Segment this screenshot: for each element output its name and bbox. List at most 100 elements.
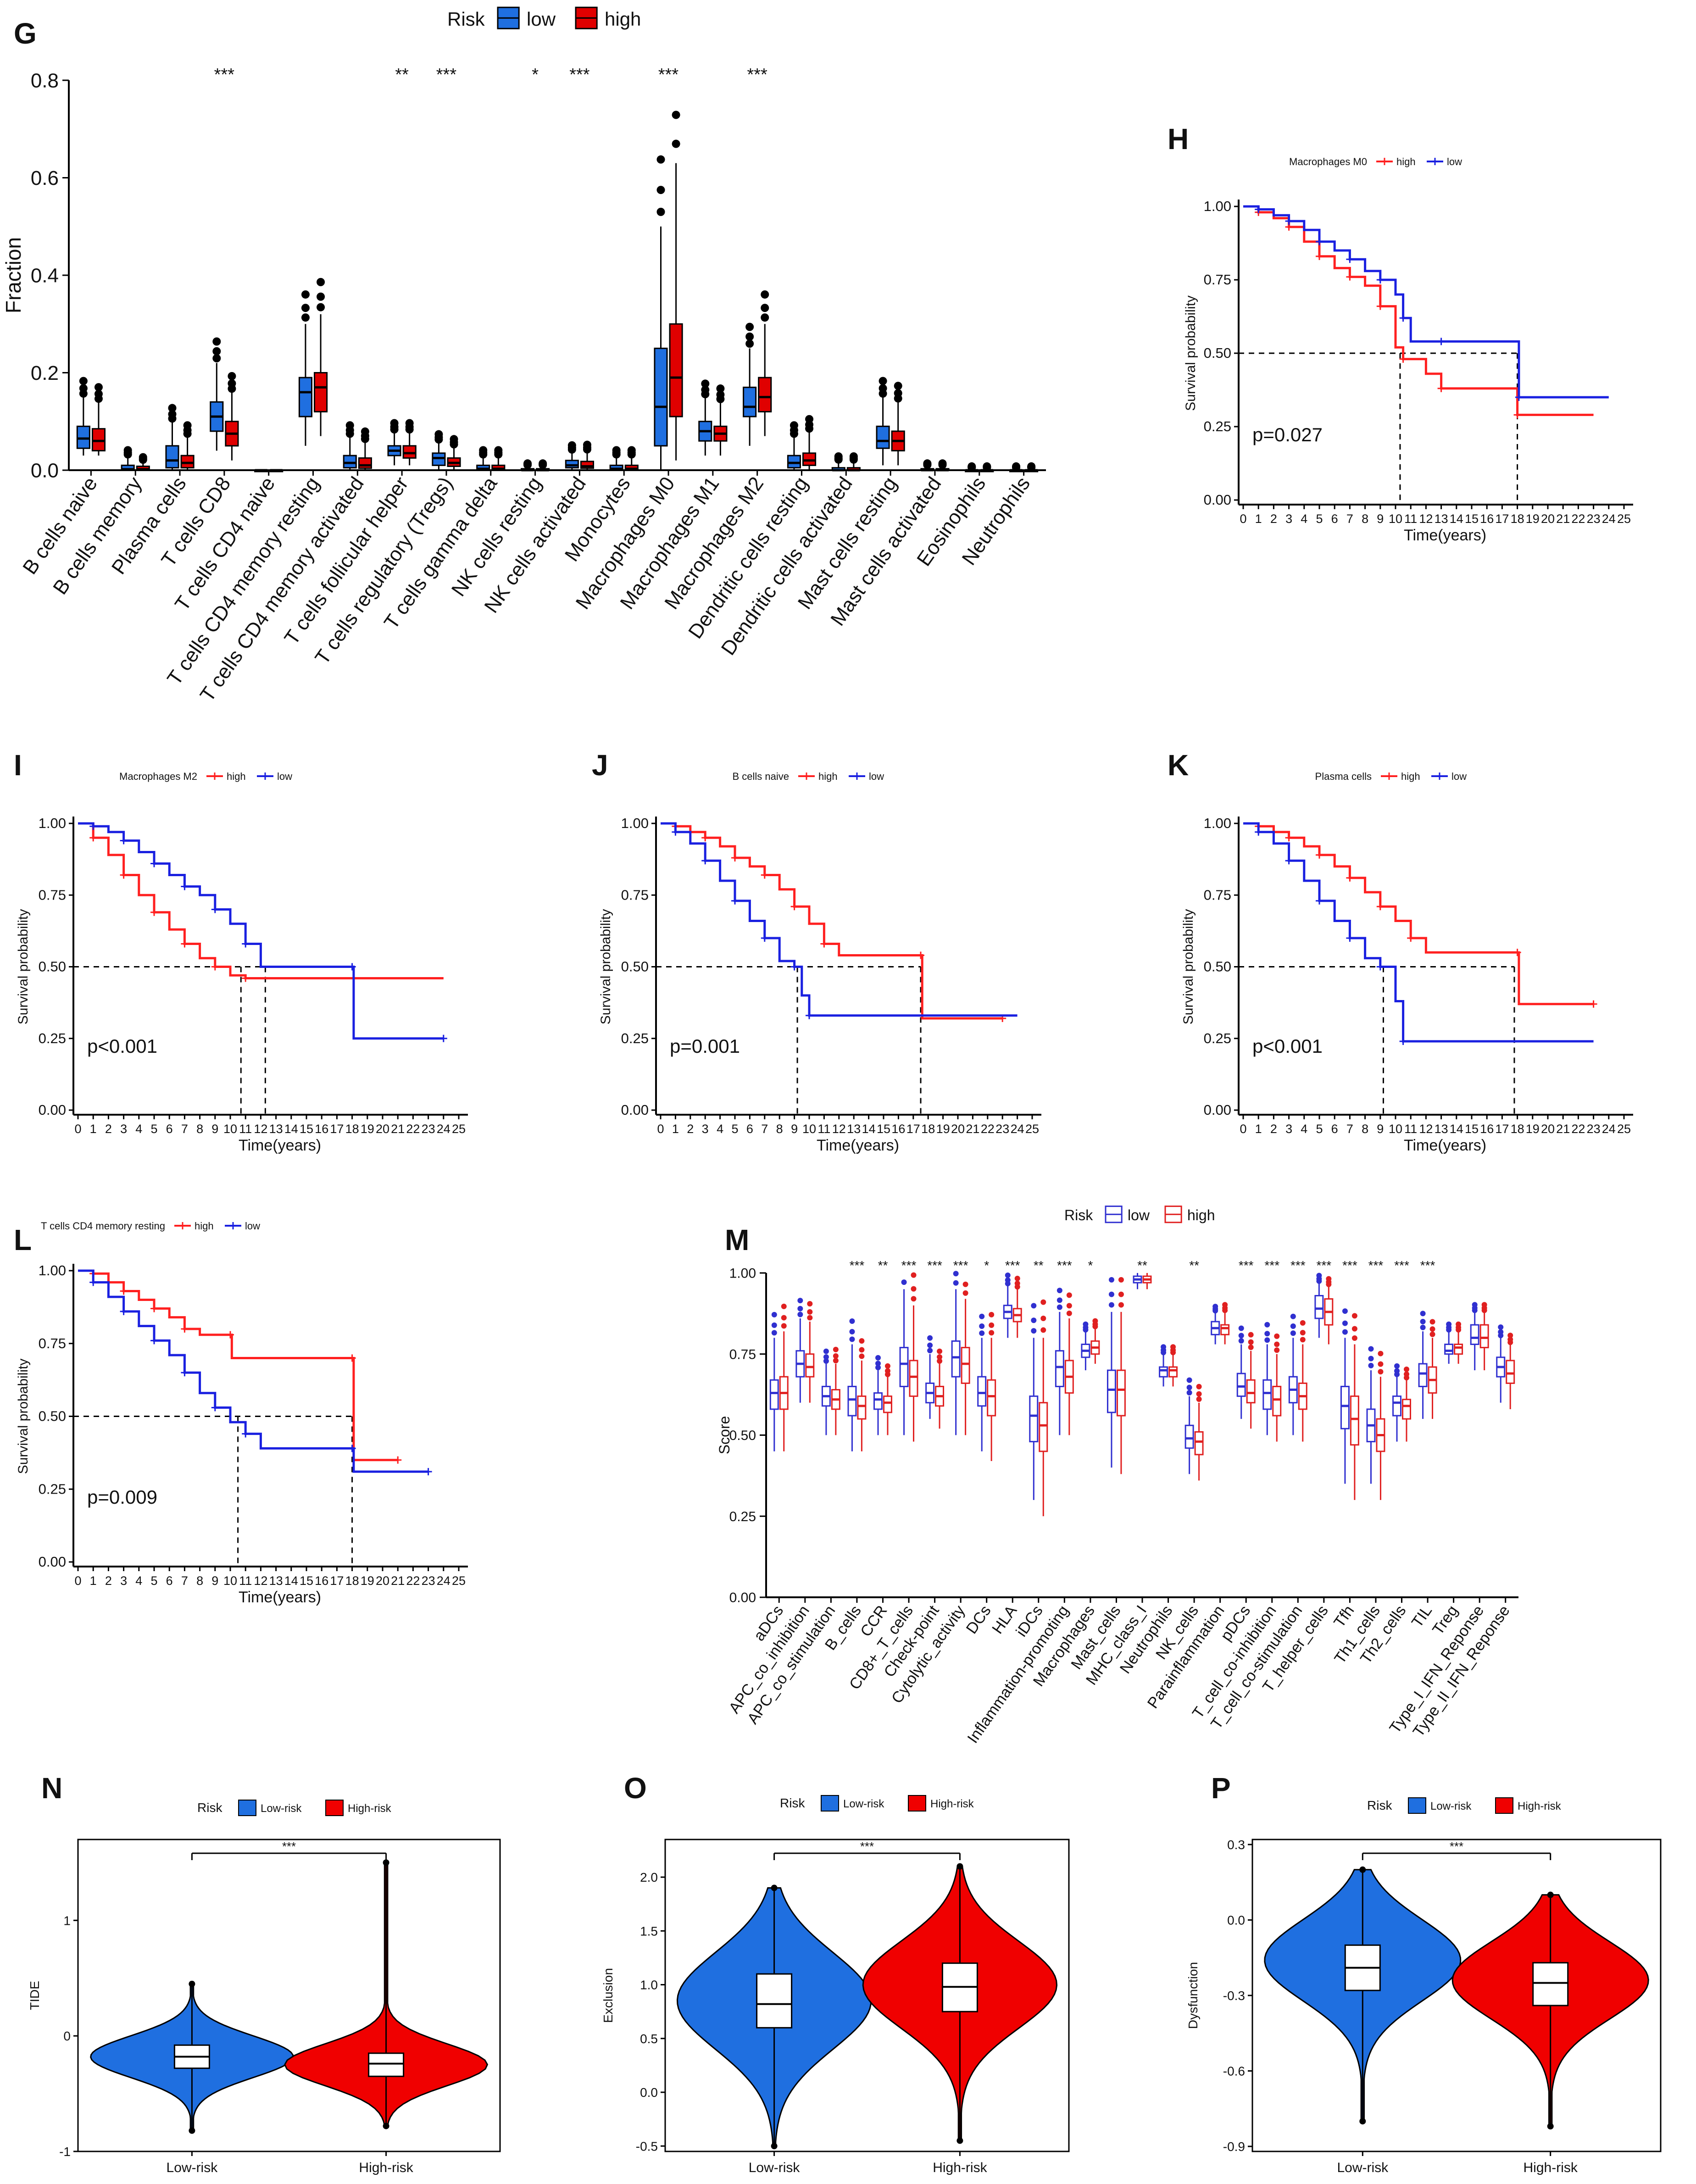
M-outlier-low (927, 1342, 933, 1348)
M-outlier-low (1290, 1330, 1296, 1336)
H-y-axis-title: Survival probability (1183, 295, 1198, 411)
G-box-high (314, 372, 328, 412)
M-outlier-low (1420, 1324, 1426, 1330)
P-ytick-label: 0.3 (1227, 1838, 1245, 1852)
M-outlier-high (1196, 1396, 1202, 1402)
K-ytick-label: 0.50 (1204, 959, 1231, 975)
J-xtick-label: 1 (672, 1122, 679, 1136)
P-outlier (1547, 2123, 1554, 2130)
G-outlier-high (761, 290, 769, 299)
G-box-high (402, 445, 417, 459)
K-xtick-label: 10 (1389, 1122, 1402, 1136)
M-outlier-low (1212, 1304, 1218, 1310)
M-outlier-high (1040, 1327, 1046, 1333)
G-outlier-low (745, 339, 754, 348)
M-significance: *** (1057, 1258, 1072, 1273)
M-box-high (1194, 1431, 1204, 1456)
I-xtick-label: 14 (284, 1122, 298, 1136)
I-xtick-label: 11 (239, 1122, 252, 1136)
M-outlier-high (1351, 1335, 1357, 1341)
M-outlier-low (927, 1335, 933, 1341)
M-outlier-high (1404, 1371, 1409, 1377)
G-outlier-low (79, 384, 88, 393)
G-outlier-high (761, 304, 769, 312)
M-outlier-low (1420, 1311, 1426, 1317)
P-legend-title: Risk (1367, 1798, 1392, 1812)
J-xtick-label: 22 (981, 1122, 995, 1136)
N-legend-key-1 (325, 1800, 344, 1816)
G-significance: * (532, 65, 539, 84)
G-outlier-high (583, 440, 591, 449)
G-outlier-high (494, 446, 503, 455)
H-ytick-label: 0.50 (1204, 345, 1231, 361)
M-outlier-low (1420, 1319, 1426, 1325)
H-km-curve-low (1243, 205, 1609, 399)
panel-label-o: O (624, 1772, 647, 1805)
K-xtick-label: 7 (1346, 1122, 1353, 1136)
G-box-low (343, 455, 357, 469)
J-xtick-label: 17 (906, 1122, 920, 1136)
J-y-axis-title: Survival probability (598, 909, 613, 1025)
M-box-low (1314, 1295, 1324, 1319)
H-xtick-label: 7 (1346, 512, 1353, 526)
K-xtick-label: 21 (1556, 1122, 1570, 1136)
M-outlier-low (927, 1348, 933, 1354)
M-outlier-low (875, 1361, 881, 1367)
M-outlier-low (1238, 1333, 1244, 1339)
M-outlier-low (1108, 1277, 1114, 1283)
I-xtick-label: 9 (211, 1122, 218, 1136)
M-ytick-label: 0.50 (729, 1428, 756, 1443)
M-significance: *** (1420, 1258, 1435, 1273)
M-outlier-low (1005, 1272, 1011, 1278)
I-ytick-label: 1.00 (39, 815, 66, 831)
M-significance: * (1088, 1258, 1093, 1273)
M-significance: *** (1239, 1258, 1254, 1273)
O-significance: *** (860, 1839, 874, 1853)
G-outlier-low (345, 421, 354, 430)
G-outlier-low (923, 459, 932, 468)
I-p-value: p<0.001 (87, 1035, 157, 1057)
G-outlier-high (627, 446, 636, 455)
O-legend-key-1 (908, 1795, 926, 1812)
G-outlier-low (434, 430, 443, 439)
M-box-high (1506, 1360, 1515, 1384)
J-xtick-label: 14 (862, 1122, 876, 1136)
P-y-axis-title: Dysfunction (1186, 1962, 1200, 2029)
K-xtick-label: 0 (1240, 1122, 1246, 1136)
M-outlier-low (1368, 1362, 1374, 1368)
M-outlier-high (1507, 1336, 1513, 1342)
J-xtick-label: 9 (791, 1122, 798, 1136)
M-outlier-high (1118, 1302, 1124, 1308)
G-outlier-low (479, 446, 488, 455)
K-xtick-label: 3 (1285, 1122, 1292, 1136)
P-outlier (1359, 1866, 1366, 1873)
L-xtick-label: 25 (452, 1574, 466, 1588)
I-xtick-label: 21 (391, 1122, 405, 1136)
M-outlier-low (979, 1313, 985, 1319)
I-xtick-label: 0 (74, 1122, 81, 1136)
K-xtick-label: 6 (1331, 1122, 1338, 1136)
J-legend-label-high: high (818, 771, 838, 782)
panel-label-g: G (14, 17, 37, 50)
G-outlier-high (183, 421, 192, 430)
M-outlier-high (833, 1358, 839, 1364)
M-outlier-low (771, 1312, 777, 1317)
M-significance: *** (850, 1258, 865, 1273)
P-legend-label: High-risk (1518, 1800, 1562, 1812)
G-box-high (358, 457, 372, 469)
M-ytick-label: 0.25 (729, 1509, 756, 1524)
H-legend-label-high: high (1396, 156, 1416, 167)
K-xtick-label: 16 (1480, 1122, 1494, 1136)
O-outlier (956, 1863, 963, 1870)
I-xtick-label: 20 (376, 1122, 389, 1136)
G-box-low (76, 425, 90, 449)
M-outlier-high (1481, 1302, 1487, 1308)
L-xtick-label: 20 (376, 1574, 389, 1588)
G-outlier-low (212, 337, 221, 346)
P-legend-key-0 (1408, 1797, 1426, 1814)
G-box-high (669, 323, 683, 417)
H-xtick-label: 12 (1419, 512, 1433, 526)
I-xtick-label: 1 (90, 1122, 97, 1136)
I-xtick-label: 23 (422, 1122, 435, 1136)
K-xtick-label: 2 (1270, 1122, 1277, 1136)
